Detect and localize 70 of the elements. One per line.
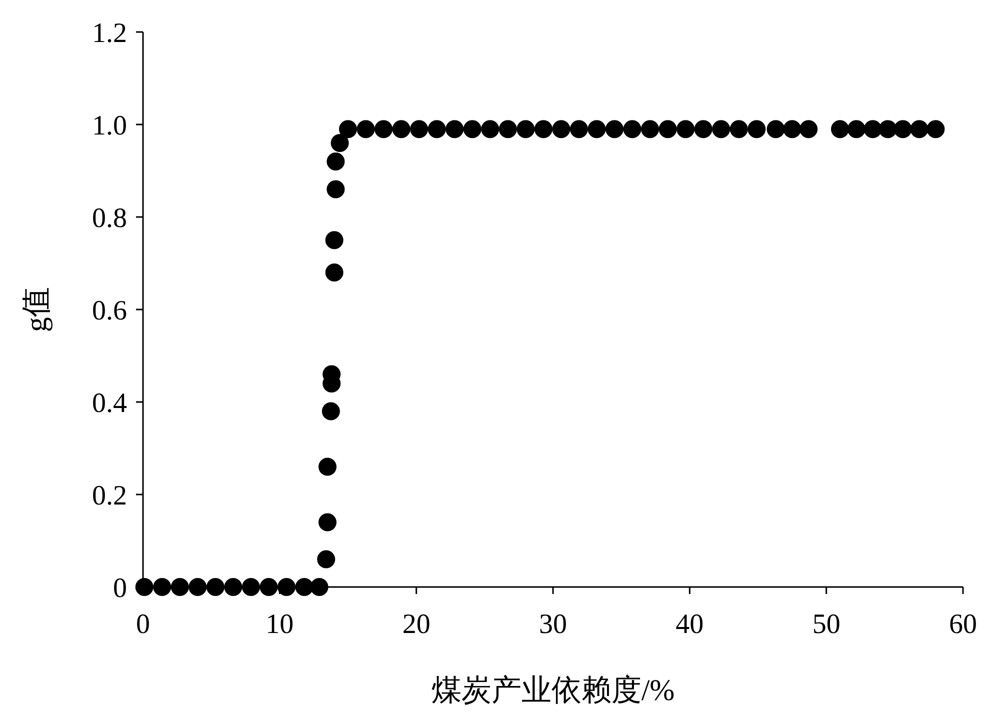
point — [428, 120, 446, 138]
point — [318, 458, 336, 476]
y-tick-label: 1.0 — [92, 110, 127, 142]
point — [606, 120, 624, 138]
point — [135, 578, 154, 596]
point — [676, 120, 695, 138]
point — [847, 120, 866, 138]
point — [374, 120, 393, 138]
point — [295, 578, 314, 596]
y-tick-label: 0.4 — [92, 388, 127, 419]
point — [188, 578, 207, 596]
y-tick-label: 0 — [113, 573, 127, 604]
point — [224, 578, 242, 596]
point — [516, 120, 535, 138]
point — [894, 120, 912, 138]
point — [623, 120, 642, 138]
point — [206, 578, 224, 596]
x-tick-label: 20 — [402, 609, 430, 640]
x-tick-label: 30 — [539, 609, 567, 640]
point — [864, 120, 882, 138]
y-axis-title: g值 — [20, 287, 53, 332]
point — [153, 578, 172, 596]
y-tick-label: 0.2 — [92, 480, 127, 512]
point — [783, 120, 802, 138]
point — [641, 120, 660, 138]
point — [498, 120, 517, 138]
point — [534, 120, 552, 138]
x-tick-label: 10 — [266, 609, 294, 640]
point — [926, 120, 945, 138]
point — [318, 513, 336, 532]
x-tick-label: 40 — [676, 609, 704, 640]
point — [570, 120, 588, 138]
point — [658, 120, 677, 138]
point — [325, 231, 344, 250]
point — [242, 578, 260, 596]
point — [317, 550, 336, 568]
point — [481, 120, 500, 138]
point — [278, 578, 296, 596]
point — [170, 578, 189, 596]
point — [588, 120, 606, 138]
point — [766, 120, 785, 138]
x-tick-label: 50 — [812, 609, 840, 640]
point — [322, 402, 340, 420]
point — [748, 120, 766, 138]
point — [410, 120, 428, 138]
point — [878, 120, 897, 138]
y-tick-label: 1.2 — [92, 18, 127, 49]
point — [552, 120, 570, 138]
point — [260, 578, 278, 596]
y-tick-label: 0.6 — [92, 296, 127, 326]
point — [831, 120, 849, 138]
point — [712, 120, 730, 138]
point — [326, 180, 345, 198]
point — [339, 120, 357, 138]
x-tick-label: 0 — [136, 609, 150, 640]
point — [446, 120, 464, 138]
point — [730, 120, 748, 138]
point — [800, 120, 818, 138]
point — [463, 120, 482, 138]
point — [310, 578, 328, 596]
point — [392, 120, 410, 138]
point — [356, 120, 375, 138]
point — [694, 120, 712, 138]
x-tick-label: 60 — [949, 609, 977, 640]
point — [330, 134, 349, 152]
point — [325, 264, 344, 282]
x-axis-title: 煤炭产业依赖度/% — [431, 674, 675, 707]
y-tick-label: 0.8 — [92, 203, 127, 234]
point — [326, 152, 345, 170]
point — [910, 120, 928, 138]
